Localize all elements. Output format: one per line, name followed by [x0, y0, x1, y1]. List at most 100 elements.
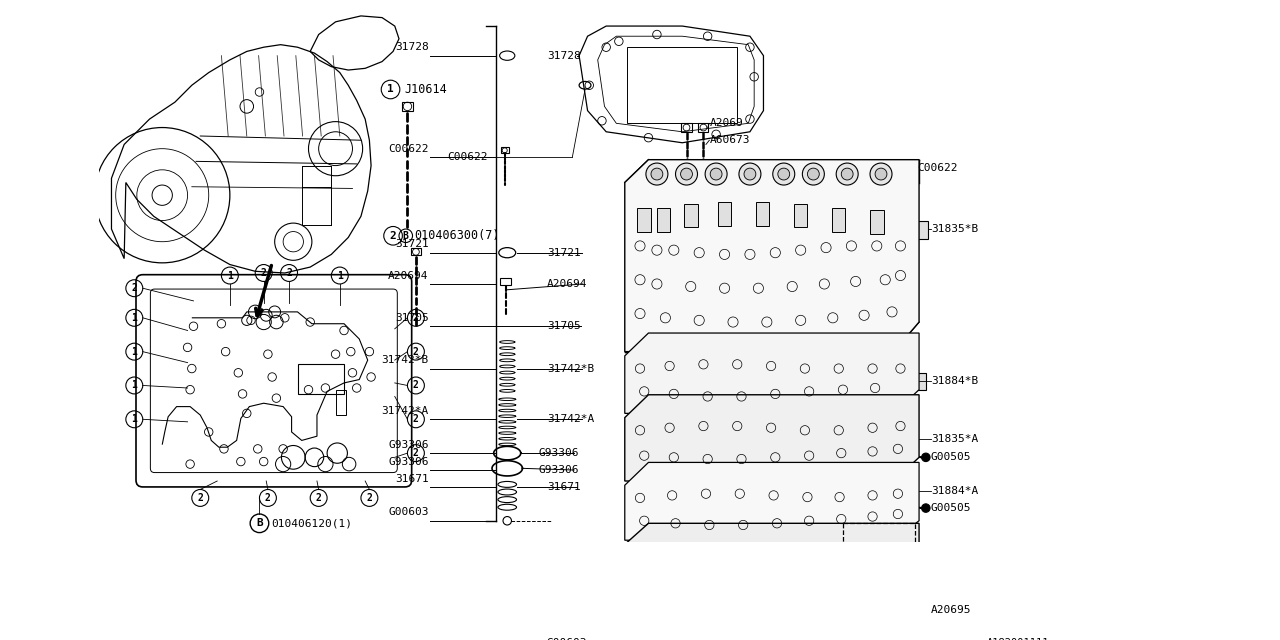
Circle shape [705, 163, 727, 185]
Text: 2: 2 [413, 380, 419, 390]
Text: 2: 2 [197, 493, 204, 503]
Bar [500, 278, 511, 285]
Text: 010406120(1): 010406120(1) [271, 518, 352, 528]
Text: 2: 2 [316, 493, 321, 503]
Text: 31705: 31705 [394, 313, 429, 323]
Text: A182001111: A182001111 [987, 638, 1050, 640]
Text: 1: 1 [132, 380, 137, 390]
Text: G93306: G93306 [388, 457, 429, 467]
Text: 1: 1 [337, 271, 343, 280]
Polygon shape [625, 333, 919, 413]
Text: C00622: C00622 [447, 152, 488, 162]
Circle shape [870, 163, 892, 185]
Bar [657, 208, 671, 232]
Text: 1: 1 [132, 414, 137, 424]
Text: 1: 1 [227, 271, 233, 280]
Text: B: B [403, 231, 408, 241]
Circle shape [841, 168, 852, 180]
Text: 31671: 31671 [394, 474, 429, 484]
Text: 2: 2 [389, 231, 397, 241]
Text: 31742*B: 31742*B [547, 364, 594, 374]
Text: 31671: 31671 [547, 482, 581, 492]
Bar [832, 208, 846, 232]
Text: 2: 2 [287, 268, 292, 278]
Bar [335, 390, 346, 415]
Bar [913, 552, 925, 561]
Bar [699, 124, 709, 132]
Text: G00505: G00505 [931, 503, 972, 513]
Bar [756, 202, 769, 226]
Circle shape [681, 168, 692, 180]
Bar [684, 204, 698, 227]
Text: 2: 2 [366, 493, 372, 503]
Text: G00505: G00505 [931, 452, 972, 462]
Polygon shape [625, 159, 919, 351]
Text: 31742*A: 31742*A [547, 414, 594, 424]
Text: C00622: C00622 [388, 144, 429, 154]
Circle shape [676, 163, 698, 185]
Text: A20694: A20694 [547, 279, 588, 289]
Bar [844, 524, 915, 629]
Circle shape [652, 168, 663, 180]
Text: G93306: G93306 [539, 465, 579, 475]
Circle shape [744, 168, 756, 180]
Text: 31742*A: 31742*A [381, 406, 429, 416]
Text: J10614: J10614 [404, 83, 448, 96]
Bar [297, 364, 344, 394]
Bar [909, 221, 928, 239]
Circle shape [778, 168, 790, 180]
Text: 2: 2 [132, 284, 137, 293]
Text: 31728: 31728 [547, 51, 581, 61]
Text: A20694: A20694 [388, 271, 429, 280]
Bar [502, 147, 509, 153]
Text: 31884*B: 31884*B [931, 376, 978, 386]
Bar [794, 204, 808, 227]
Bar [627, 47, 737, 124]
Text: 2: 2 [413, 448, 419, 458]
Text: 31728: 31728 [394, 42, 429, 52]
Bar [909, 372, 925, 390]
Text: B: B [256, 518, 262, 528]
Text: 2: 2 [413, 414, 419, 424]
Text: 31742*B: 31742*B [381, 355, 429, 365]
Circle shape [646, 163, 668, 185]
Bar [718, 202, 731, 226]
Text: 31705: 31705 [547, 321, 581, 332]
Bar [402, 102, 413, 111]
Bar [870, 211, 883, 234]
Bar [634, 550, 666, 584]
Polygon shape [625, 463, 919, 540]
Text: 31884*A: 31884*A [931, 486, 978, 496]
Circle shape [773, 163, 795, 185]
Circle shape [739, 163, 760, 185]
Bar [637, 208, 652, 232]
Circle shape [803, 163, 824, 185]
Circle shape [710, 168, 722, 180]
Text: 31721: 31721 [394, 239, 429, 250]
Text: 31835*B: 31835*B [931, 224, 978, 234]
Text: 1: 1 [132, 347, 137, 356]
Text: 1: 1 [387, 84, 394, 95]
Text: A20695: A20695 [931, 605, 972, 614]
Text: 31721: 31721 [547, 248, 581, 258]
Text: 1: 1 [132, 313, 137, 323]
Circle shape [808, 168, 819, 180]
Text: A60673: A60673 [709, 135, 750, 145]
Text: G93306: G93306 [539, 448, 579, 458]
Text: 2: 2 [265, 493, 271, 503]
Text: 2: 2 [413, 347, 419, 356]
Text: A2069: A2069 [709, 118, 744, 128]
Circle shape [922, 453, 931, 461]
Text: G00603: G00603 [547, 638, 588, 640]
Circle shape [836, 163, 858, 185]
Circle shape [876, 168, 887, 180]
Text: 2: 2 [261, 268, 266, 278]
Text: 2: 2 [413, 313, 419, 323]
Circle shape [922, 504, 931, 512]
Text: C00622: C00622 [918, 163, 957, 173]
Text: 31835*A: 31835*A [931, 434, 978, 444]
Text: G00603: G00603 [388, 508, 429, 517]
Text: G93306: G93306 [388, 440, 429, 450]
Bar [681, 124, 691, 132]
Bar [411, 248, 421, 255]
